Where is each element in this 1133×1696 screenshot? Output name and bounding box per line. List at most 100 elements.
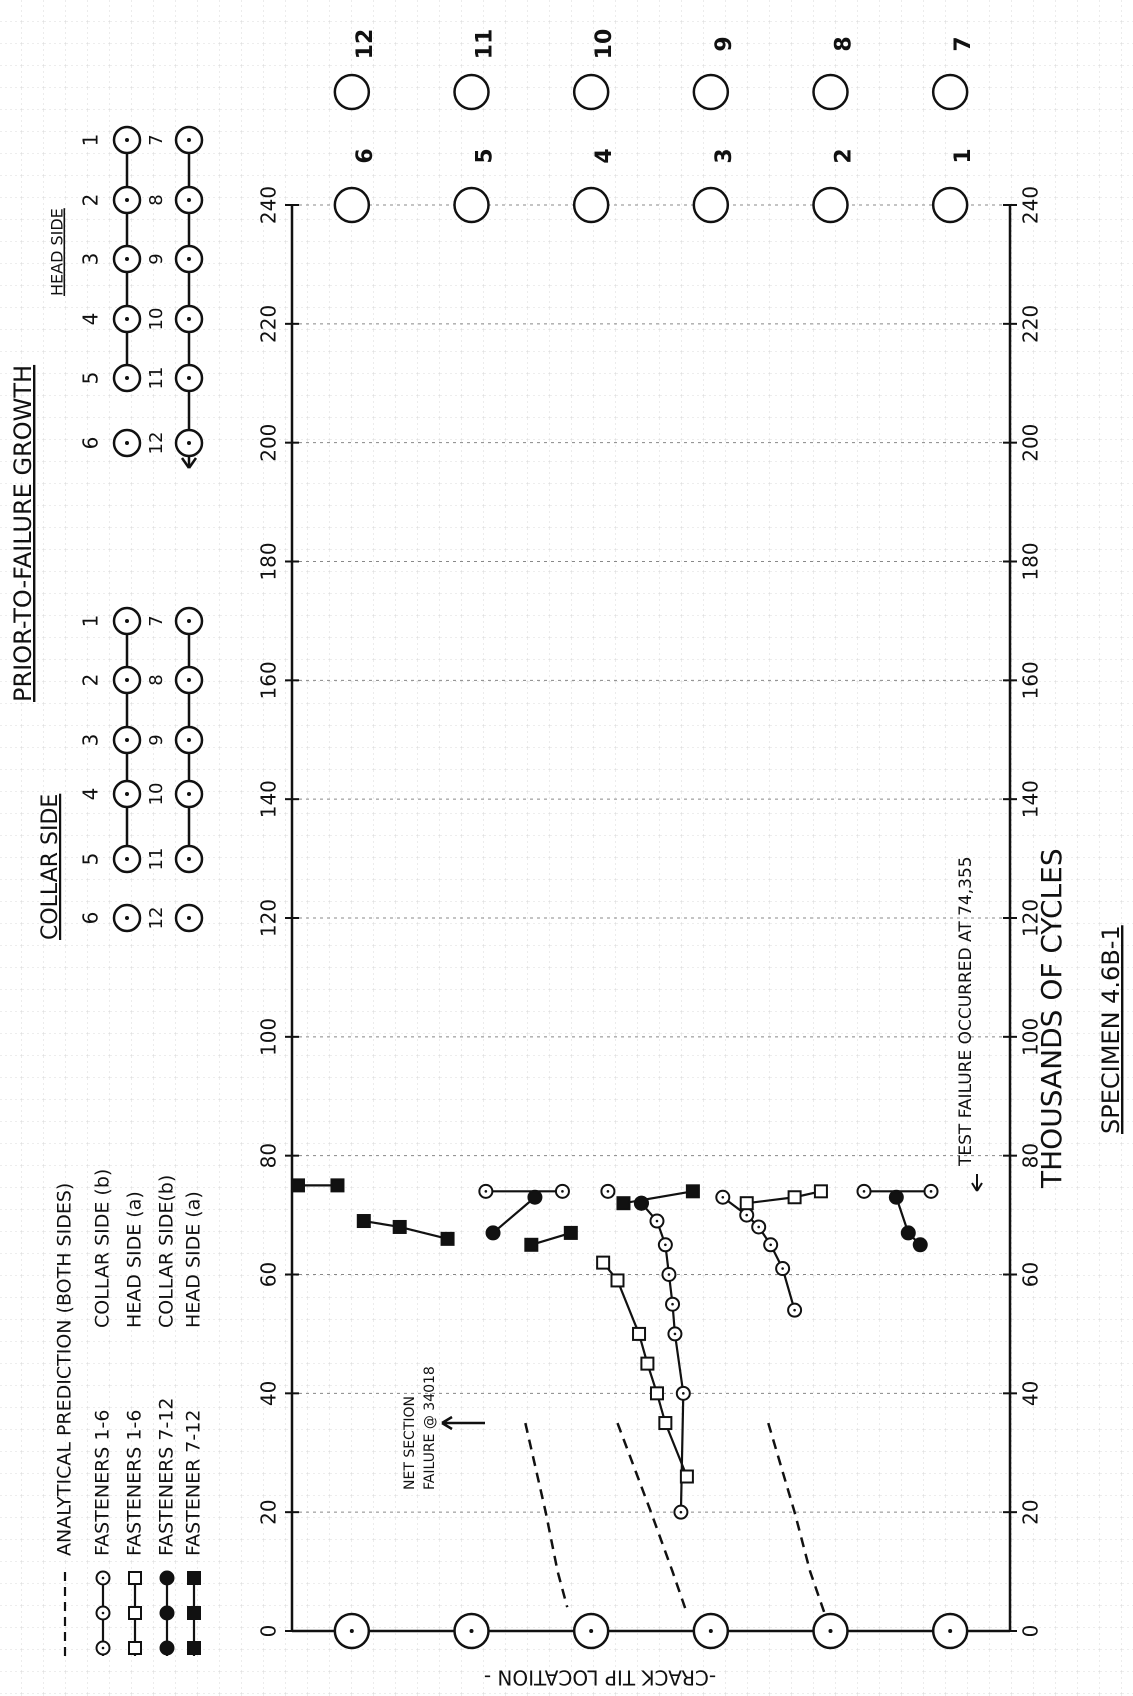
legend-marker bbox=[159, 1640, 175, 1656]
x-tick-label: 140 bbox=[1019, 780, 1043, 818]
x-tick-label: 120 bbox=[257, 899, 281, 937]
schematic-number: 11 bbox=[146, 848, 167, 871]
x-tick-label: 160 bbox=[257, 661, 281, 699]
data-point bbox=[485, 1225, 501, 1241]
y-axis-title: -CRACK TIP LOCATION - bbox=[484, 1666, 716, 1690]
schematic-dot bbox=[125, 198, 129, 202]
data-point bbox=[888, 1189, 904, 1205]
data-point-dot bbox=[671, 1302, 674, 1306]
schematic-number: 3 bbox=[79, 734, 103, 747]
data-point bbox=[900, 1225, 916, 1241]
fastener-hole bbox=[931, 186, 969, 224]
fastener-dot bbox=[469, 1629, 474, 1633]
data-point-dot bbox=[721, 1195, 725, 1199]
schematic-number: 8 bbox=[146, 194, 167, 205]
x-tick-label: 20 bbox=[1019, 1499, 1043, 1524]
fastener-hole bbox=[692, 186, 730, 224]
schematic-dot bbox=[187, 916, 191, 920]
data-point-dot bbox=[679, 1510, 683, 1514]
data-point bbox=[632, 1326, 647, 1341]
x-tick-label: 100 bbox=[1019, 1018, 1043, 1056]
x-tick-label: 120 bbox=[1019, 899, 1043, 937]
legend-marker bbox=[187, 1571, 201, 1585]
schematic-dot bbox=[187, 678, 191, 682]
fastener-hole bbox=[453, 186, 490, 224]
data-point-dot bbox=[561, 1190, 564, 1193]
schematic-dot bbox=[125, 138, 129, 142]
fastener-hole bbox=[812, 186, 849, 224]
schematic-number: 5 bbox=[79, 372, 103, 385]
schematic-number: 6 bbox=[79, 437, 103, 450]
schematic-number: 7 bbox=[146, 134, 167, 145]
fastener-hole bbox=[812, 73, 849, 111]
data-point bbox=[616, 1196, 631, 1211]
legend-label: HEAD SIDE (a) bbox=[183, 1191, 205, 1328]
annotation: NET SECTION bbox=[402, 1396, 418, 1490]
data-point-dot bbox=[673, 1332, 677, 1336]
schematic-number: 1 bbox=[79, 615, 103, 628]
x-tick-label: 140 bbox=[257, 780, 281, 818]
fastener-label: 2 bbox=[832, 148, 857, 163]
x-tick-label: 40 bbox=[257, 1381, 281, 1406]
fastener-label: 8 bbox=[832, 36, 857, 51]
x-tick-label: 60 bbox=[1019, 1262, 1043, 1287]
data-point bbox=[610, 1273, 625, 1288]
x-tick-label: 220 bbox=[1019, 305, 1043, 343]
data-point-dot bbox=[793, 1308, 796, 1312]
legend-label: COLLAR SIDE(b) bbox=[156, 1175, 178, 1328]
rotated-chart: 0 0 20 20 40 40 60 60 80 80 100 100 120 120 140 140 160 1… bbox=[9, 29, 1125, 1656]
data-point bbox=[787, 1190, 802, 1205]
schematic-dot bbox=[125, 678, 129, 682]
fastener-label: 4 bbox=[592, 148, 617, 163]
data-point bbox=[685, 1184, 700, 1199]
legend-label: COLLAR SIDE (b) bbox=[92, 1169, 114, 1328]
legend-label: HEAD SIDE (a) bbox=[124, 1191, 146, 1328]
schematic-title: HEAD SIDE bbox=[48, 208, 67, 296]
x-tick-label: 0 bbox=[257, 1625, 281, 1638]
schematic-number: 7 bbox=[146, 615, 167, 626]
fastener-dot bbox=[708, 1629, 713, 1633]
data-point-dot bbox=[781, 1267, 784, 1270]
schematic-number: 5 bbox=[79, 853, 103, 866]
x-tick-label: 20 bbox=[257, 1499, 281, 1524]
data-point-dot bbox=[484, 1190, 488, 1193]
x-tick-label: 60 bbox=[257, 1262, 281, 1287]
fastener-label: 9 bbox=[712, 36, 737, 51]
schematic-dot bbox=[187, 198, 191, 202]
data-point bbox=[739, 1196, 754, 1211]
series-line bbox=[485, 1190, 932, 1513]
legend-marker bbox=[128, 1571, 142, 1585]
schematic-number: 12 bbox=[146, 907, 167, 930]
data-point bbox=[563, 1225, 578, 1240]
data-point bbox=[640, 1356, 655, 1371]
schematic-number: 2 bbox=[79, 674, 103, 687]
data-point bbox=[356, 1214, 371, 1229]
annotation: TEST FAILURE OCCURRED AT 74,355 bbox=[956, 856, 976, 1167]
schematic-dot bbox=[187, 441, 191, 445]
x-tick-label: 100 bbox=[257, 1018, 281, 1056]
schematic-title: COLLAR SIDE bbox=[38, 794, 63, 940]
schematic-number: 4 bbox=[79, 313, 103, 326]
x-tick-label: 80 bbox=[1019, 1143, 1043, 1168]
schematic-dot bbox=[187, 857, 191, 861]
legend-marker-dot bbox=[101, 1576, 105, 1580]
fastener-label: 6 bbox=[353, 148, 378, 163]
schematic-number: 8 bbox=[146, 674, 167, 685]
data-point bbox=[524, 1237, 539, 1252]
data-point-dot bbox=[757, 1225, 761, 1229]
fastener-dot bbox=[349, 1629, 354, 1633]
schematic-dot bbox=[125, 738, 129, 742]
fastener-hole bbox=[572, 186, 610, 224]
schematic-number: 9 bbox=[146, 253, 167, 264]
schematic-dot bbox=[187, 738, 191, 742]
fastener-dot bbox=[828, 1629, 833, 1633]
schematic-dot bbox=[125, 257, 129, 261]
schematic-number: 12 bbox=[146, 432, 167, 455]
schematic-dot bbox=[125, 857, 129, 861]
fastener-hole bbox=[692, 73, 730, 111]
x-tick-label: 240 bbox=[257, 186, 281, 224]
data-point-dot bbox=[667, 1273, 671, 1276]
annotation-arrow bbox=[441, 1415, 485, 1431]
annotation: FAILURE @ 34018 bbox=[422, 1366, 438, 1490]
